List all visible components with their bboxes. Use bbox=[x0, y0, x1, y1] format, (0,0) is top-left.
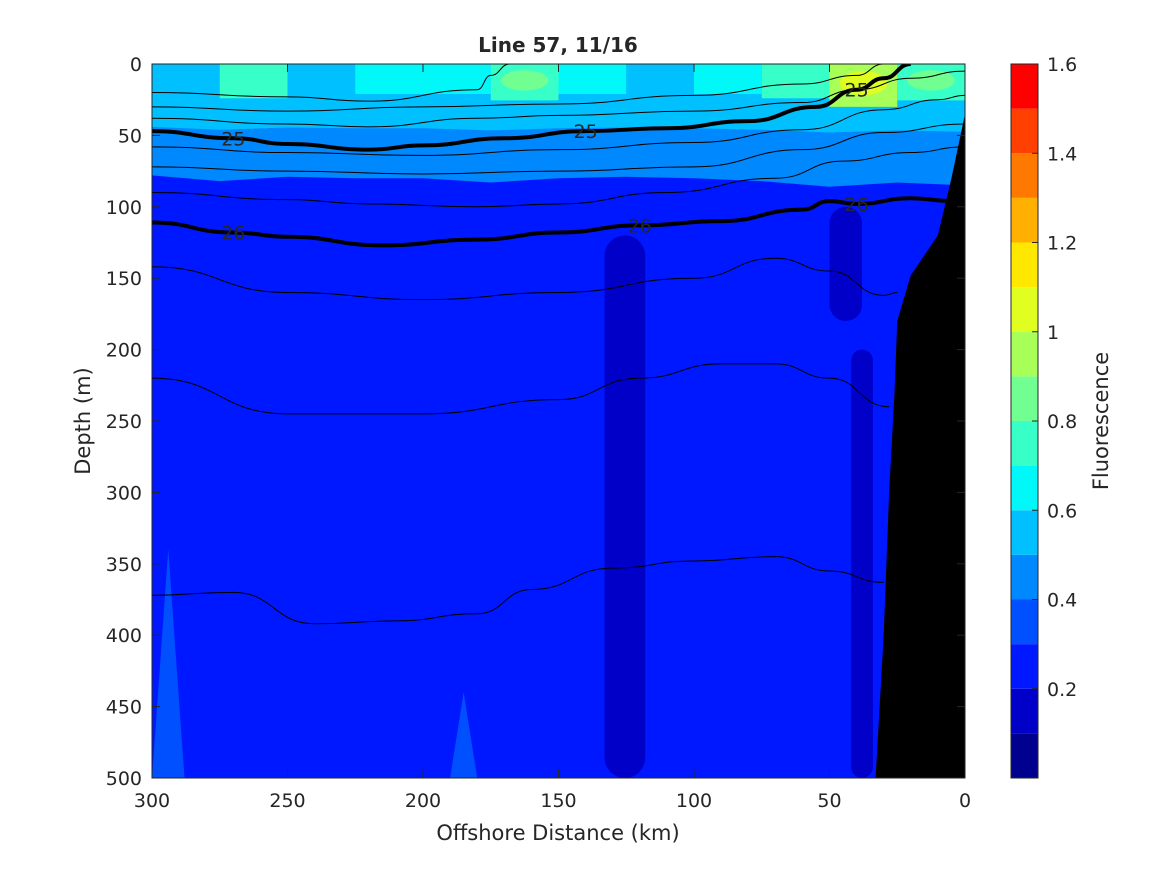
plot-axes: 300 250 200 150 100 50 00501001502002503003504… bbox=[106, 54, 971, 812]
colorbar-segment bbox=[1011, 688, 1038, 734]
density-contour bbox=[152, 363, 890, 415]
surface-patch bbox=[626, 64, 694, 92]
colorbar-segment bbox=[1011, 197, 1038, 243]
bathymetry-mask bbox=[875, 113, 965, 778]
colorbar-segment bbox=[1011, 510, 1038, 555]
y-tick-label: 100 bbox=[106, 197, 142, 219]
colorbar-segment bbox=[1011, 554, 1038, 600]
surface-patch bbox=[558, 64, 627, 94]
colorbar-segment bbox=[1011, 287, 1038, 332]
colorbar-tick-label: 1.2 bbox=[1047, 233, 1077, 255]
surface-maximum bbox=[771, 69, 820, 90]
contour-label: 25 bbox=[845, 80, 869, 102]
x-tick-label: 0 bbox=[959, 790, 971, 812]
colorbar-segment bbox=[1011, 64, 1038, 109]
colorbar-tick-label: 0.6 bbox=[1047, 500, 1077, 522]
y-axis-label: Depth (m) bbox=[71, 367, 95, 474]
colorbar: 0.2 0.4 0.6 0.8 1 1.2 1.4 1.6 bbox=[1010, 54, 1077, 779]
density-contour-labeled bbox=[152, 196, 952, 248]
density-contour bbox=[152, 70, 965, 128]
y-tick-label: 300 bbox=[106, 482, 142, 504]
colorbar-segment bbox=[1011, 733, 1038, 778]
x-tick-label: 100 bbox=[676, 790, 712, 812]
low-fluorescence-region bbox=[604, 235, 646, 778]
colorbar-segment bbox=[1011, 153, 1038, 198]
surface-maximum bbox=[229, 69, 278, 90]
high-fluorescence-region bbox=[450, 692, 478, 778]
colorbar-tick-label: 1.6 bbox=[1047, 54, 1077, 76]
density-contour bbox=[152, 94, 965, 156]
density-contours: 25 25 25 26 26 26 bbox=[152, 64, 965, 625]
x-tick-label: 50 bbox=[817, 790, 841, 812]
colorbar-tick-label: 0.8 bbox=[1047, 411, 1077, 433]
colorbar-segment bbox=[1011, 331, 1038, 377]
colorbar-segment bbox=[1011, 644, 1038, 689]
seafloor-shelf bbox=[875, 113, 965, 778]
colorbar-segment bbox=[1011, 108, 1038, 154]
density-contour bbox=[152, 64, 510, 102]
colorbar-segment bbox=[1011, 599, 1038, 645]
low-fluorescence-region bbox=[851, 349, 873, 778]
y-tick-label: 0 bbox=[130, 54, 142, 76]
x-axis-label: Offshore Distance (km) bbox=[436, 821, 679, 845]
colorbar-tick-label: 1 bbox=[1047, 322, 1059, 344]
colorbar-segment bbox=[1011, 376, 1038, 421]
colorbar-tick-label: 0.2 bbox=[1047, 679, 1077, 701]
y-tick-label: 250 bbox=[106, 411, 142, 433]
density-contour bbox=[152, 123, 965, 175]
density-contour-labeled bbox=[152, 64, 912, 152]
colorbar-segment bbox=[1011, 242, 1038, 288]
high-fluorescence-region bbox=[152, 549, 185, 778]
surface-patch bbox=[152, 64, 220, 90]
density-contour bbox=[152, 64, 884, 112]
surface-maximum bbox=[500, 70, 549, 91]
density-contour bbox=[152, 257, 898, 301]
y-tick-label: 350 bbox=[106, 554, 142, 576]
y-tick-label: 500 bbox=[106, 768, 142, 790]
x-tick-label: 200 bbox=[405, 790, 441, 812]
density-contour bbox=[152, 146, 965, 208]
colorbar-segment bbox=[1011, 465, 1038, 511]
colorbar-tick-label: 1.4 bbox=[1047, 143, 1077, 165]
x-tick-label: 150 bbox=[540, 790, 576, 812]
surface-patch bbox=[423, 64, 491, 94]
y-tick-label: 50 bbox=[118, 125, 142, 147]
contour-label: 26 bbox=[628, 215, 652, 237]
chart-title: Line 57, 11/16 bbox=[478, 33, 638, 57]
colorbar-label: Fluorescence bbox=[1089, 352, 1113, 490]
contour-label: 26 bbox=[845, 194, 869, 216]
low-fluorescence-region bbox=[829, 206, 863, 322]
surface-patch bbox=[355, 64, 423, 94]
surface-maximum bbox=[907, 70, 955, 91]
colorbar-tick-label: 0.4 bbox=[1047, 590, 1077, 612]
x-tick-label: 250 bbox=[269, 790, 305, 812]
contour-label: 25 bbox=[574, 121, 598, 143]
colorbar-segment bbox=[1011, 421, 1038, 466]
y-tick-label: 200 bbox=[106, 340, 142, 362]
y-tick-label: 400 bbox=[106, 625, 142, 647]
surface-patch bbox=[287, 64, 356, 92]
y-tick-label: 450 bbox=[106, 697, 142, 719]
x-tick-label: 300 bbox=[134, 790, 170, 812]
contour-label: 25 bbox=[221, 128, 245, 150]
y-tick-label: 150 bbox=[106, 268, 142, 290]
contour-label: 26 bbox=[221, 223, 245, 245]
density-contour bbox=[152, 556, 884, 625]
